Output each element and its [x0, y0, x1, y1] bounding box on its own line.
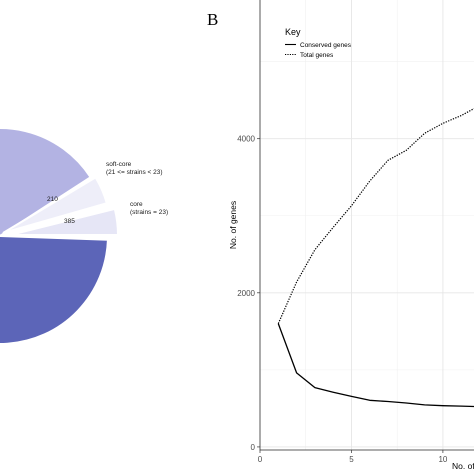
- panel-label-b: B: [207, 10, 218, 29]
- series-line-conserved-genes: [277, 323, 474, 408]
- plot-border: [259, 0, 474, 451]
- line-chart: 0 2000 4000 0 5 10 No. of genes No. of Key Co…: [228, 0, 474, 471]
- pie-value-core: 385: [64, 218, 75, 225]
- pie-sublabel-core: (strains = 23): [130, 209, 168, 216]
- x-axis-title: No. of: [452, 461, 474, 471]
- series-layer: [277, 108, 474, 408]
- plot-panel: [260, 0, 474, 450]
- pie-slice-core: [9, 207, 120, 236]
- ticks: 0 2000 4000 0 5 10: [237, 135, 448, 464]
- pie-value-soft-core: 210: [47, 196, 58, 203]
- pie-label-core: core: [130, 201, 143, 208]
- legend-label-conserved: Conserved genes: [300, 42, 352, 49]
- y-tick-label: 0: [251, 443, 256, 452]
- legend-label-total: Total genes: [300, 52, 334, 59]
- series-line-total-genes: [277, 108, 474, 324]
- x-tick-label: 5: [349, 455, 354, 464]
- pie-label-soft-core: soft-core: [106, 161, 132, 168]
- pie-slice-top: [0, 127, 92, 238]
- y-tick-label: 4000: [237, 135, 255, 144]
- x-tick-label: 10: [438, 455, 447, 464]
- pie-slice-bottom: [0, 234, 109, 345]
- y-axis-title: No. of genes: [228, 201, 238, 249]
- legend: Key Conserved genes Total genes: [285, 27, 352, 59]
- legend-title: Key: [285, 27, 301, 37]
- pie-slice-soft-core: [2, 176, 109, 234]
- y-tick-label: 2000: [237, 289, 255, 298]
- pie-sublabel-soft-core: (21 <= strains < 23): [106, 169, 163, 176]
- x-tick-label: 0: [258, 455, 263, 464]
- pie-chart: 210 385 soft-core (21 <= strains < 23) c…: [0, 127, 168, 345]
